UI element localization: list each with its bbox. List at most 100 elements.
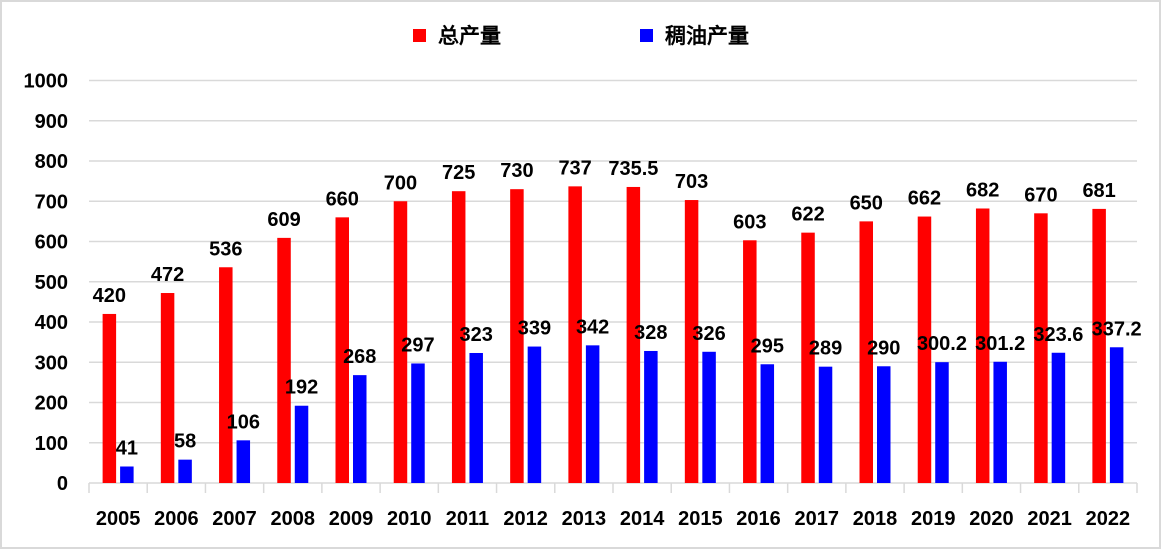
data-label: 301.2 — [975, 333, 1025, 355]
legend-label: 稠油产量 — [665, 24, 749, 48]
x-tick-label: 2014 — [620, 508, 665, 530]
bar-total — [160, 293, 175, 483]
bar-total — [626, 186, 641, 483]
data-label: 622 — [791, 204, 824, 226]
y-tick-label: 100 — [35, 433, 68, 455]
bar-heavy-oil — [353, 375, 367, 483]
data-label: 737 — [558, 157, 591, 179]
y-tick-label: 0 — [57, 473, 68, 495]
bar-total — [277, 237, 291, 483]
bar-total — [393, 201, 408, 483]
legend-label: 总产量 — [438, 24, 501, 48]
bar-total — [1092, 208, 1106, 483]
x-tick-label: 2012 — [503, 508, 548, 530]
y-tick-label: 600 — [35, 232, 68, 254]
data-label: 328 — [634, 322, 667, 344]
y-tick-label: 300 — [35, 352, 68, 374]
bar-heavy-oil — [702, 351, 716, 483]
bar-total — [743, 240, 757, 483]
bar-heavy-oil — [120, 466, 134, 483]
data-label: 420 — [93, 285, 126, 307]
bar-heavy-oil — [818, 366, 833, 483]
data-label: 295 — [751, 335, 784, 357]
bar-heavy-oil — [1109, 347, 1124, 483]
data-label: 603 — [733, 211, 766, 233]
data-label: 290 — [867, 337, 900, 359]
y-tick-label: 400 — [35, 312, 68, 334]
data-label: 730 — [500, 160, 533, 182]
data-label: 682 — [966, 179, 999, 201]
y-tick-label: 700 — [35, 191, 68, 213]
y-tick-label: 500 — [35, 272, 68, 294]
y-tick-label: 800 — [35, 151, 68, 173]
bar-total — [451, 191, 466, 483]
bar-heavy-oil — [178, 459, 192, 483]
bar-total — [1034, 213, 1048, 483]
data-label: 289 — [809, 338, 842, 360]
bar-total — [568, 186, 582, 484]
x-tick-label: 2020 — [969, 508, 1014, 530]
bar-total — [219, 267, 233, 483]
data-label: 337.2 — [1092, 318, 1142, 340]
y-tick-label: 1000 — [24, 71, 69, 93]
legend-swatch — [413, 29, 426, 42]
bar-total — [510, 189, 524, 484]
x-tick-label: 2017 — [795, 508, 840, 530]
x-tick-label: 2008 — [271, 508, 316, 530]
bar-heavy-oil — [236, 440, 251, 483]
bar-heavy-oil — [411, 363, 425, 483]
data-label: 703 — [675, 171, 708, 193]
data-label: 536 — [209, 238, 242, 260]
x-tick-label: 2007 — [212, 508, 257, 530]
bar-total — [917, 216, 932, 484]
bar-total — [102, 313, 117, 483]
bar-heavy-oil — [1051, 352, 1066, 483]
bar-heavy-oil — [527, 346, 542, 483]
data-label: 472 — [151, 264, 184, 286]
data-label: 300.2 — [917, 333, 967, 355]
data-label: 662 — [908, 188, 941, 210]
bar-heavy-oil — [294, 405, 309, 483]
bar-heavy-oil — [993, 361, 1007, 483]
bar-heavy-oil — [760, 364, 775, 483]
data-label: 41 — [116, 437, 138, 459]
y-tick-label: 900 — [35, 111, 68, 133]
x-tick-label: 2006 — [154, 508, 199, 530]
data-label: 681 — [1082, 180, 1115, 202]
bar-total — [859, 221, 873, 483]
x-tick-label: 2005 — [96, 508, 141, 530]
data-label: 700 — [384, 172, 417, 194]
bar-heavy-oil — [644, 350, 658, 483]
data-label: 58 — [174, 431, 196, 453]
data-label: 735.5 — [608, 158, 658, 180]
data-label: 297 — [401, 334, 434, 356]
data-label: 725 — [442, 162, 475, 184]
x-tick-label: 2022 — [1086, 508, 1131, 530]
data-label: 342 — [576, 316, 609, 338]
y-tick-label: 200 — [35, 393, 68, 415]
x-tick-label: 2013 — [562, 508, 607, 530]
data-label: 609 — [267, 209, 300, 231]
data-label: 339 — [518, 318, 551, 340]
data-label: 323.6 — [1033, 324, 1083, 346]
x-tick-label: 2018 — [853, 508, 898, 530]
data-label: 326 — [692, 323, 725, 345]
data-label: 192 — [285, 377, 318, 399]
x-tick-label: 2019 — [911, 508, 956, 530]
data-label: 106 — [227, 411, 260, 433]
bar-total — [975, 208, 990, 483]
bar-heavy-oil — [935, 362, 949, 483]
bar-heavy-oil — [469, 352, 483, 483]
x-tick-label: 2021 — [1027, 508, 1072, 530]
bar-total — [801, 232, 815, 483]
bar-heavy-oil — [585, 345, 600, 483]
bar-heavy-oil — [877, 366, 891, 483]
data-label: 268 — [343, 346, 376, 368]
x-tick-label: 2015 — [678, 508, 723, 530]
x-tick-label: 2016 — [736, 508, 781, 530]
data-label: 650 — [850, 192, 883, 214]
data-label: 323 — [460, 324, 493, 346]
bar-total — [335, 217, 349, 483]
data-label: 660 — [326, 188, 359, 210]
